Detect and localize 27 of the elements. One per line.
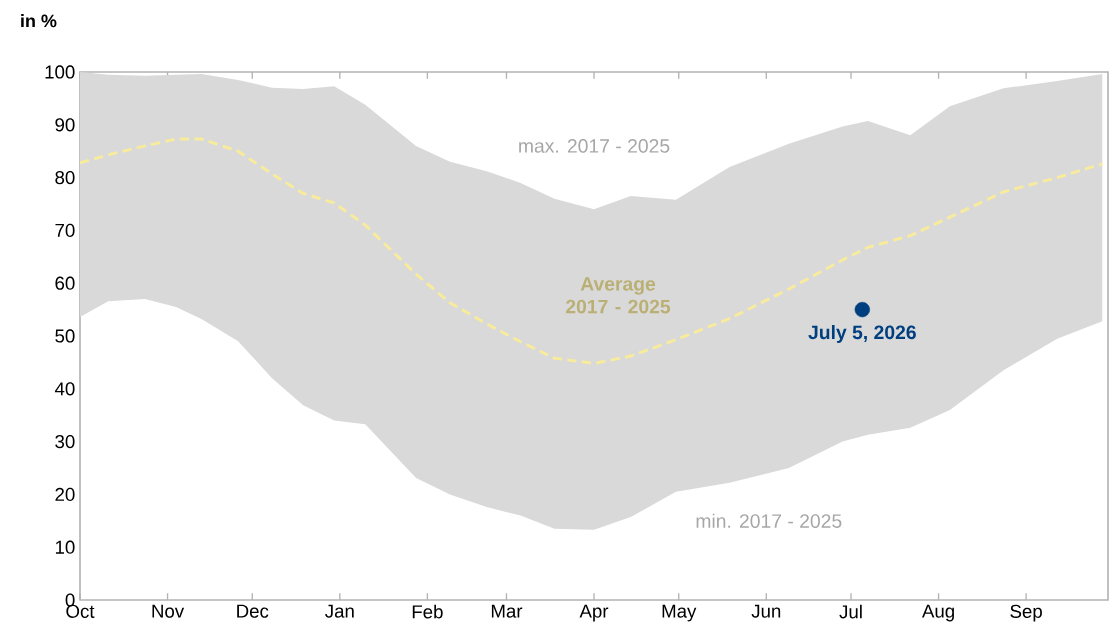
y-tick-label: 90 bbox=[55, 118, 75, 132]
y-tick-label: 60 bbox=[55, 276, 75, 290]
y-tick-label: 100 bbox=[45, 65, 75, 79]
y-axis-title: in % bbox=[21, 14, 57, 28]
x-tick-label: Apr bbox=[579, 604, 609, 622]
x-tick-label: Nov bbox=[152, 604, 185, 618]
x-tick-label: Mar bbox=[491, 604, 523, 618]
x-tick-label: Aug bbox=[922, 604, 954, 622]
y-tick-label: 30 bbox=[55, 434, 75, 449]
y-tick-label: 10 bbox=[55, 540, 75, 554]
x-tick-label: Jul bbox=[839, 604, 862, 619]
x-tick-label: Jan bbox=[325, 604, 354, 618]
y-tick-label: 20 bbox=[55, 487, 75, 502]
x-tick-label: Sep bbox=[1010, 604, 1042, 622]
x-tick-label: May bbox=[662, 604, 697, 622]
x-tick-label: Feb bbox=[412, 604, 443, 619]
x-tick-label: Jun bbox=[751, 604, 781, 618]
y-tick-label: 50 bbox=[55, 329, 75, 343]
series-label: Average 2017 - 2025 bbox=[566, 277, 671, 314]
line-series bbox=[80, 137, 1104, 365]
y-tick-label: 80 bbox=[55, 170, 75, 185]
y-tick-label: 40 bbox=[54, 382, 75, 396]
x-tick-label: Dec bbox=[237, 604, 269, 618]
annotation: max. 2017 - 2025 bbox=[519, 139, 670, 153]
y-tick-label: 70 bbox=[55, 223, 75, 238]
annotation: min. 2017 - 2025 bbox=[696, 513, 842, 528]
series-label: July 5, 2026 bbox=[808, 324, 916, 343]
